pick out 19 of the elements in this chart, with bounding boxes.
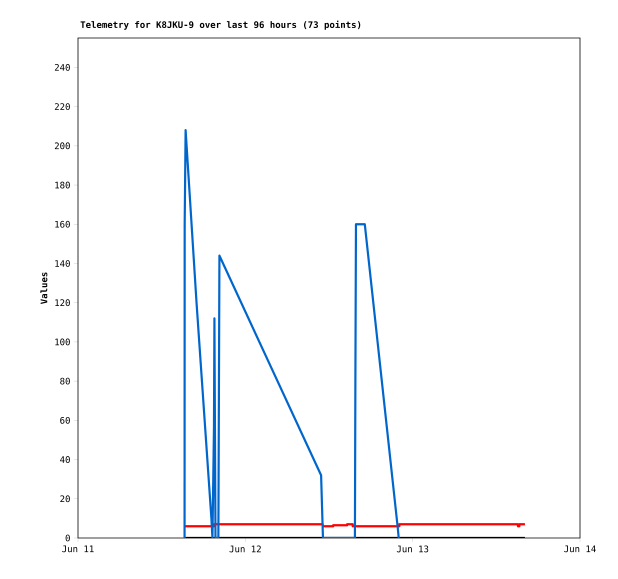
y-tick-label: 180 [55,182,70,188]
y-tick-label: 120 [55,299,70,306]
y-tick-label: 140 [55,260,70,267]
y-tick-label: 160 [55,220,70,228]
y-tick-label: 240 [54,64,70,71]
x-tick-label: Jun 13 [396,546,428,552]
y-axis-title: Values [40,272,48,304]
x-tick-label: Jun 11 [62,546,94,552]
y-tick-label: 220 [54,103,70,110]
y-tick-label: 20 [60,495,70,502]
y-tick-label: 40 [60,456,70,463]
y-tick-label: 200 [54,142,70,150]
y-tick-label: 60 [60,416,70,424]
x-tick-label: Jun 14 [564,546,596,552]
x-tick-label: Jun 12 [230,546,261,552]
chart-title: Telemetry for K8JKU-9 over last 96 hours (73 points) [80,20,360,30]
y-tick-label: 100 [55,338,70,346]
y-tick-label: 0 [66,534,70,542]
y-tick-label: 80 [60,378,70,385]
